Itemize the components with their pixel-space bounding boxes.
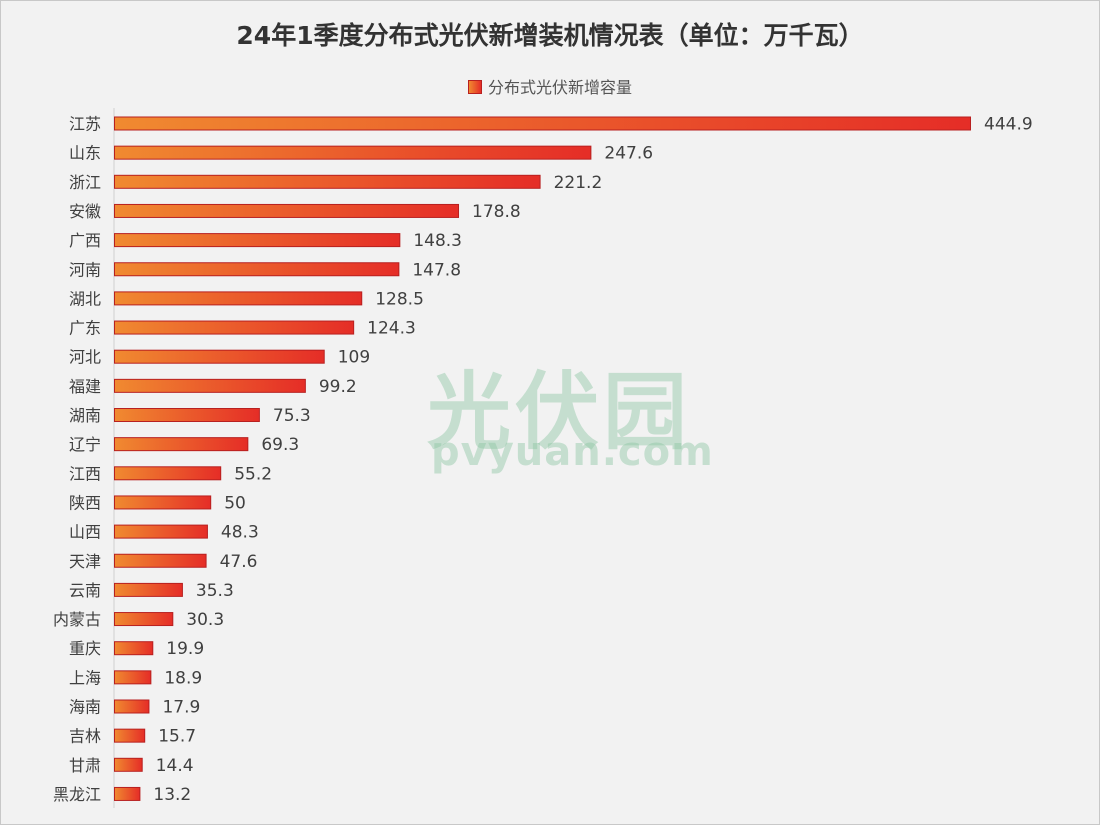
bar <box>114 437 249 452</box>
value-label: 75.3 <box>273 406 311 426</box>
value-label: 221.2 <box>554 173 603 193</box>
bar <box>114 291 363 306</box>
category-label: 广西 <box>69 231 101 250</box>
category-label: 河北 <box>69 348 101 367</box>
legend: 分布式光伏新增容量 <box>0 74 1100 98</box>
bar <box>114 582 183 597</box>
value-label: 17.9 <box>162 698 200 718</box>
bar <box>114 786 141 801</box>
category-label: 重庆 <box>69 639 101 658</box>
value-label: 47.6 <box>220 552 258 572</box>
category-label: 陕西 <box>69 493 101 512</box>
category-label: 河南 <box>69 260 101 279</box>
value-label: 48.3 <box>221 523 259 543</box>
category-label: 甘肃 <box>69 756 101 775</box>
category-label: 内蒙古 <box>53 610 101 629</box>
bar <box>114 699 150 714</box>
bar <box>114 174 541 189</box>
bar <box>114 408 260 422</box>
bar <box>114 233 401 248</box>
value-label: 444.9 <box>984 115 1033 135</box>
value-label: 148.3 <box>413 231 462 251</box>
value-label: 19.9 <box>166 639 204 659</box>
bar <box>114 641 154 656</box>
category-label: 江西 <box>69 464 101 483</box>
legend-label: 分布式光伏新增容量 <box>487 78 632 97</box>
value-label: 50 <box>224 493 246 513</box>
value-label: 13.2 <box>153 785 191 805</box>
value-label: 99.2 <box>319 377 357 397</box>
category-label: 湖南 <box>69 406 101 425</box>
bar <box>114 203 460 218</box>
category-label: 山西 <box>69 523 101 542</box>
category-label: 安徽 <box>69 202 101 221</box>
bar <box>114 378 306 393</box>
value-label: 109 <box>338 348 370 368</box>
value-label: 147.8 <box>412 260 461 280</box>
bar <box>114 524 208 539</box>
category-label: 湖北 <box>69 289 101 308</box>
value-label: 35.3 <box>196 581 234 601</box>
bar <box>114 553 207 568</box>
bar <box>114 757 143 772</box>
bar <box>114 728 146 743</box>
legend-swatch <box>467 80 482 94</box>
category-label: 云南 <box>69 581 101 600</box>
category-label: 吉林 <box>69 727 101 746</box>
value-label: 247.6 <box>604 144 653 164</box>
bar <box>114 466 222 481</box>
bar <box>114 320 355 335</box>
bar <box>114 349 325 364</box>
category-label: 江苏 <box>69 115 101 134</box>
category-label: 天津 <box>69 552 101 571</box>
category-label: 福建 <box>69 377 101 396</box>
bar <box>114 262 400 277</box>
category-label: 浙江 <box>69 173 101 192</box>
bar <box>114 145 592 160</box>
value-label: 178.8 <box>472 202 521 222</box>
value-label: 128.5 <box>375 289 424 309</box>
chart-title: 24年1季度分布式光伏新增装机情况表（单位：万千瓦） <box>236 21 864 50</box>
category-label: 黑龙江 <box>53 785 101 804</box>
bar <box>114 670 152 685</box>
category-label: 辽宁 <box>69 435 101 454</box>
value-label: 18.9 <box>164 668 202 688</box>
value-label: 15.7 <box>158 727 196 747</box>
category-label: 上海 <box>69 668 101 687</box>
category-label: 广东 <box>69 319 101 338</box>
category-label: 山东 <box>69 144 101 163</box>
bar <box>114 495 212 510</box>
value-label: 30.3 <box>186 610 224 630</box>
bar <box>114 116 971 131</box>
bar <box>114 612 174 627</box>
value-label: 69.3 <box>261 435 299 455</box>
value-label: 124.3 <box>367 319 416 339</box>
category-label: 海南 <box>69 698 101 717</box>
value-label: 55.2 <box>234 464 272 484</box>
value-label: 14.4 <box>156 756 194 776</box>
